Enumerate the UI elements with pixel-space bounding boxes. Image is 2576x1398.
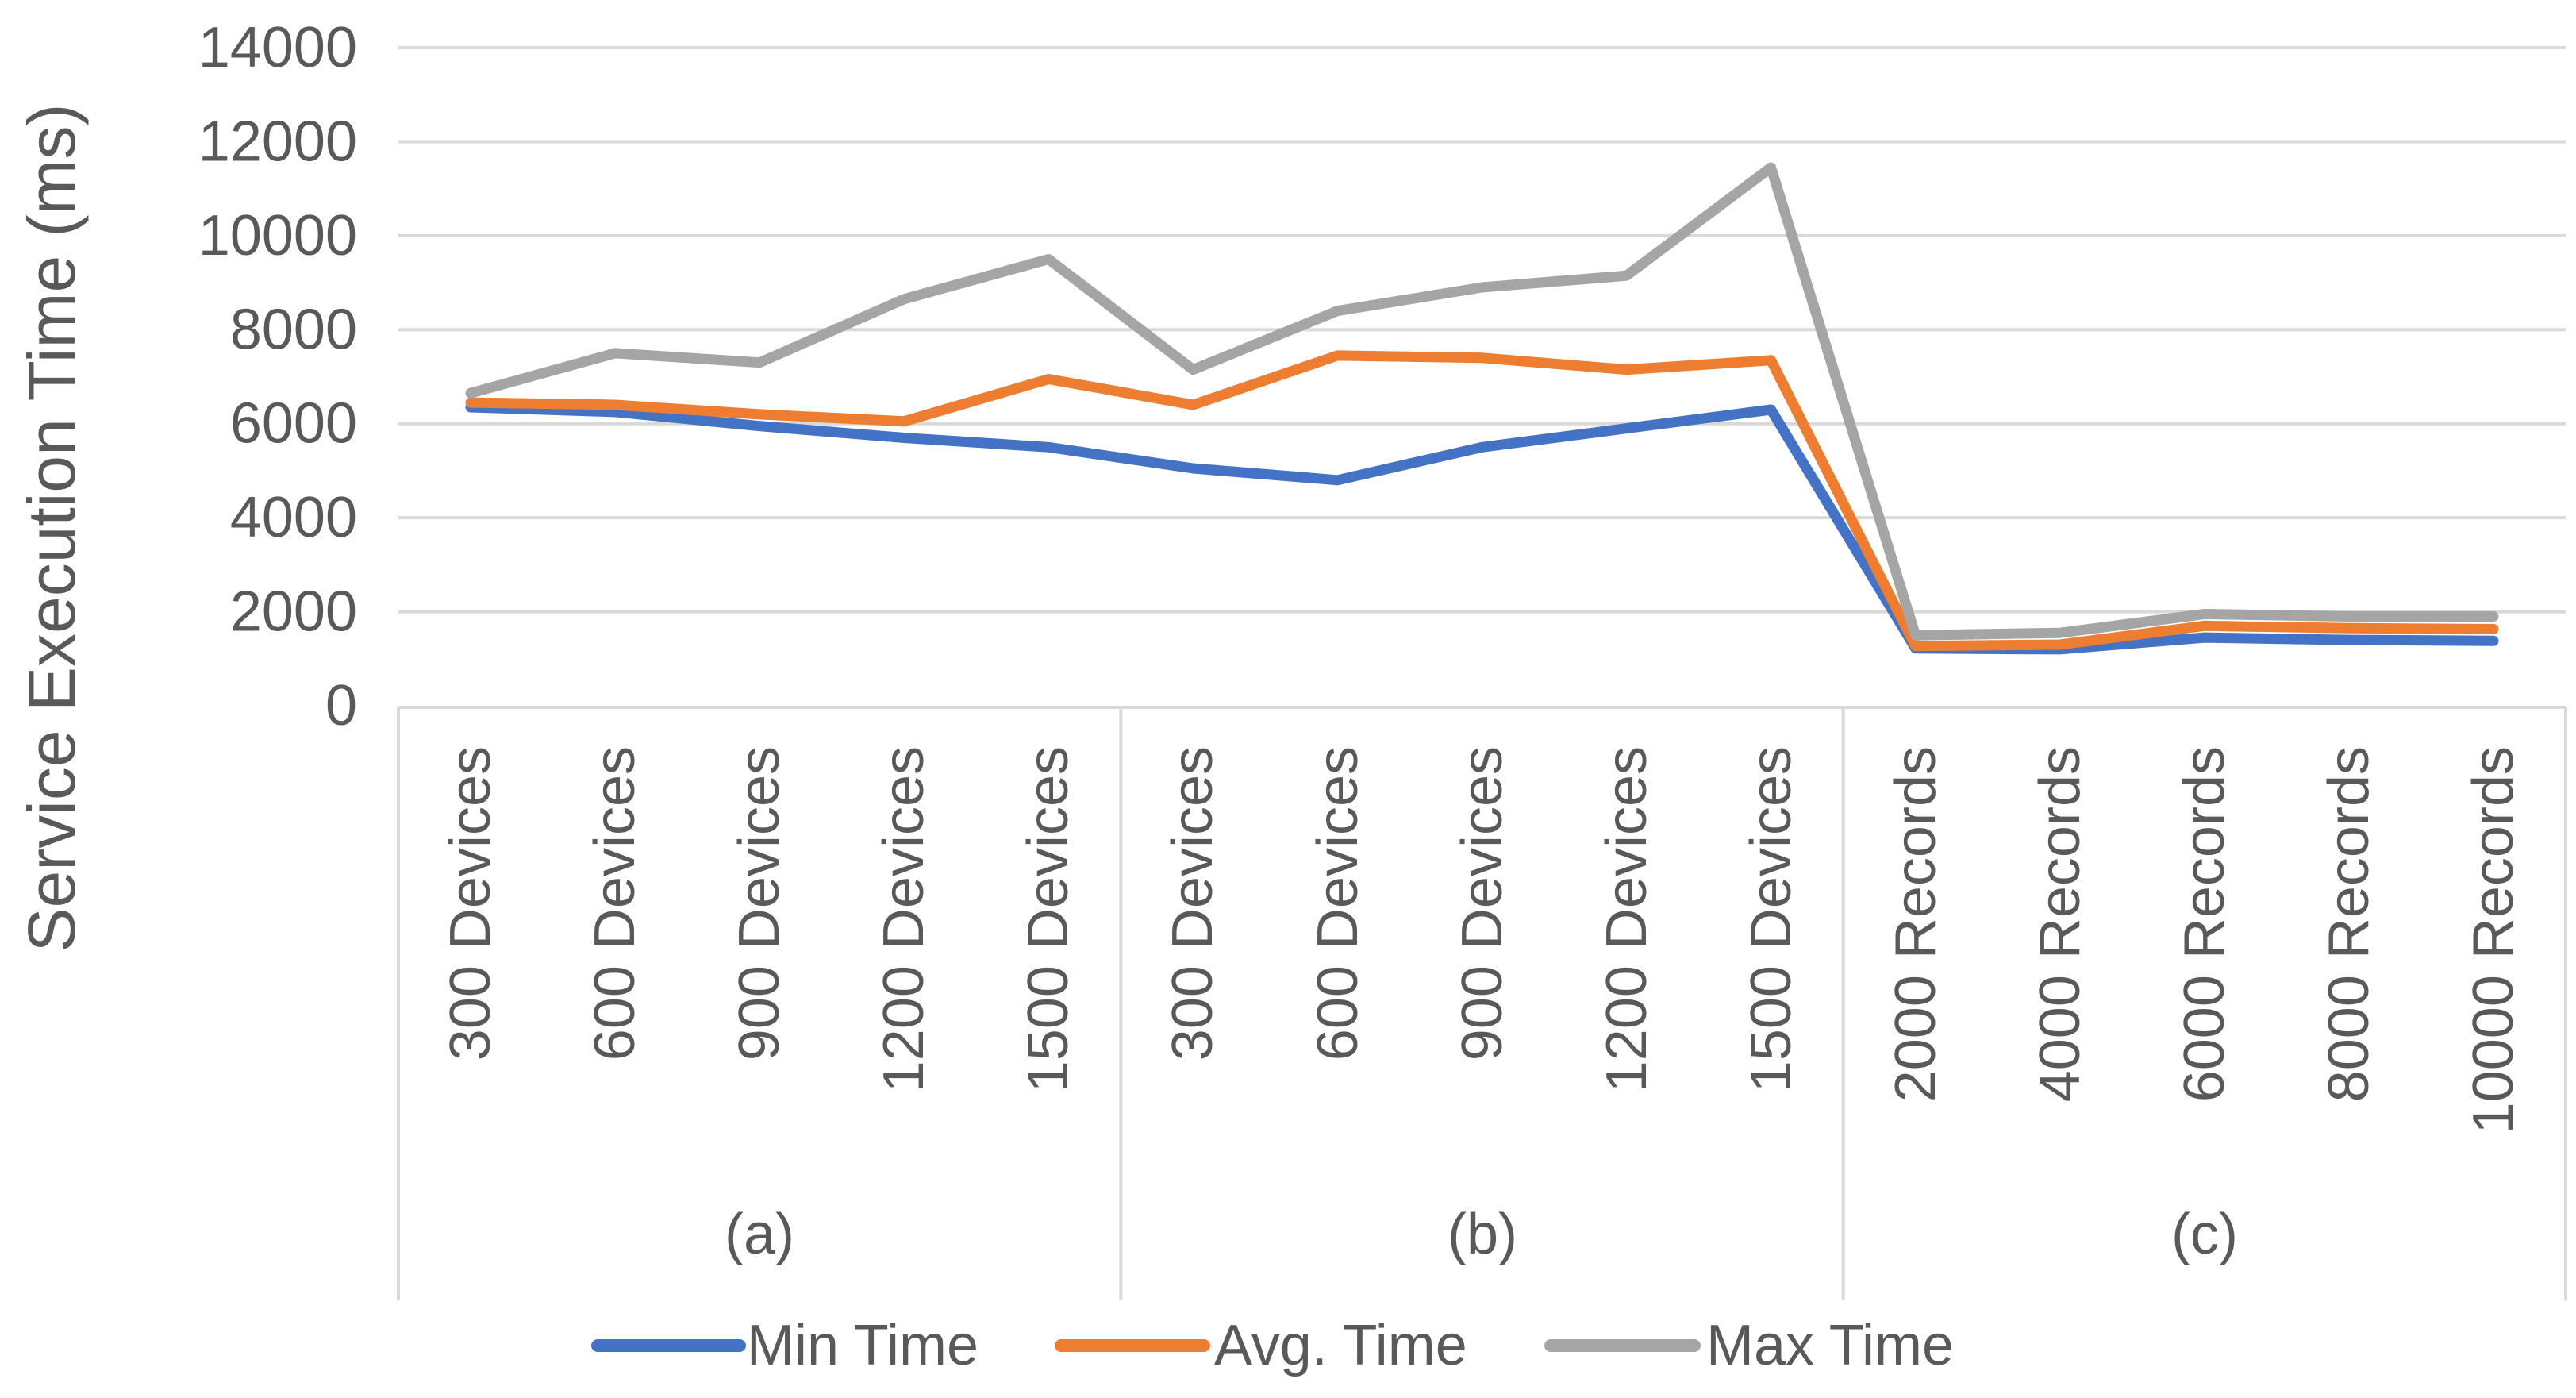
y-tick-label: 14000 [198,16,357,79]
series-lines [465,162,2499,655]
legend: Min Time Avg. Time Max Time [747,1314,1954,1377]
x-category-label: 2000 Records [1884,746,1947,1102]
x-category-label: 6000 Records [2173,746,2236,1102]
x-category-label: 1200 Devices [872,746,936,1092]
x-category-label: 300 Devices [1161,746,1225,1061]
y-tick-label: 8000 [230,298,357,361]
legend-label-min: Min Time [747,1314,978,1377]
x-category-label: 10000 Records [2462,746,2525,1134]
y-tick-label: 12000 [198,110,357,173]
legend-label-max: Max Time [1706,1314,1954,1377]
legend-label-avg: Avg. Time [1214,1314,1467,1377]
x-category-label: 300 Devices [439,746,502,1061]
y-axis-title: Service Execution Time (ms) [14,104,89,953]
x-group-label: (b) [1448,1203,1517,1266]
y-tick-label: 6000 [230,392,357,456]
y-tick-label: 2000 [230,580,357,644]
x-category-label: 900 Devices [728,746,791,1061]
y-tick-label: 4000 [230,486,357,549]
x-category-label: 4000 Records [2028,746,2092,1102]
x-category-label: 1500 Devices [1017,746,1080,1092]
x-category-label: 1200 Devices [1595,746,1659,1092]
gridlines [398,46,2566,614]
series-line-avg-time [465,350,2499,652]
x-category-label: 8000 Records [2317,746,2381,1102]
series-line-max-time [465,162,2499,641]
y-tick-label: 10000 [198,204,357,268]
series-line-min-time [465,402,2499,655]
y-tick-label: 0 [325,674,357,738]
x-group-label: (c) [2171,1203,2238,1266]
x-category-label: 600 Devices [583,746,647,1061]
category-axis-borders [397,706,2567,1300]
x-category-label: 900 Devices [1451,746,1514,1061]
x-group-label: (a) [725,1203,794,1266]
x-category-label: 600 Devices [1306,746,1370,1061]
x-category-label: 1500 Devices [1740,746,1803,1092]
